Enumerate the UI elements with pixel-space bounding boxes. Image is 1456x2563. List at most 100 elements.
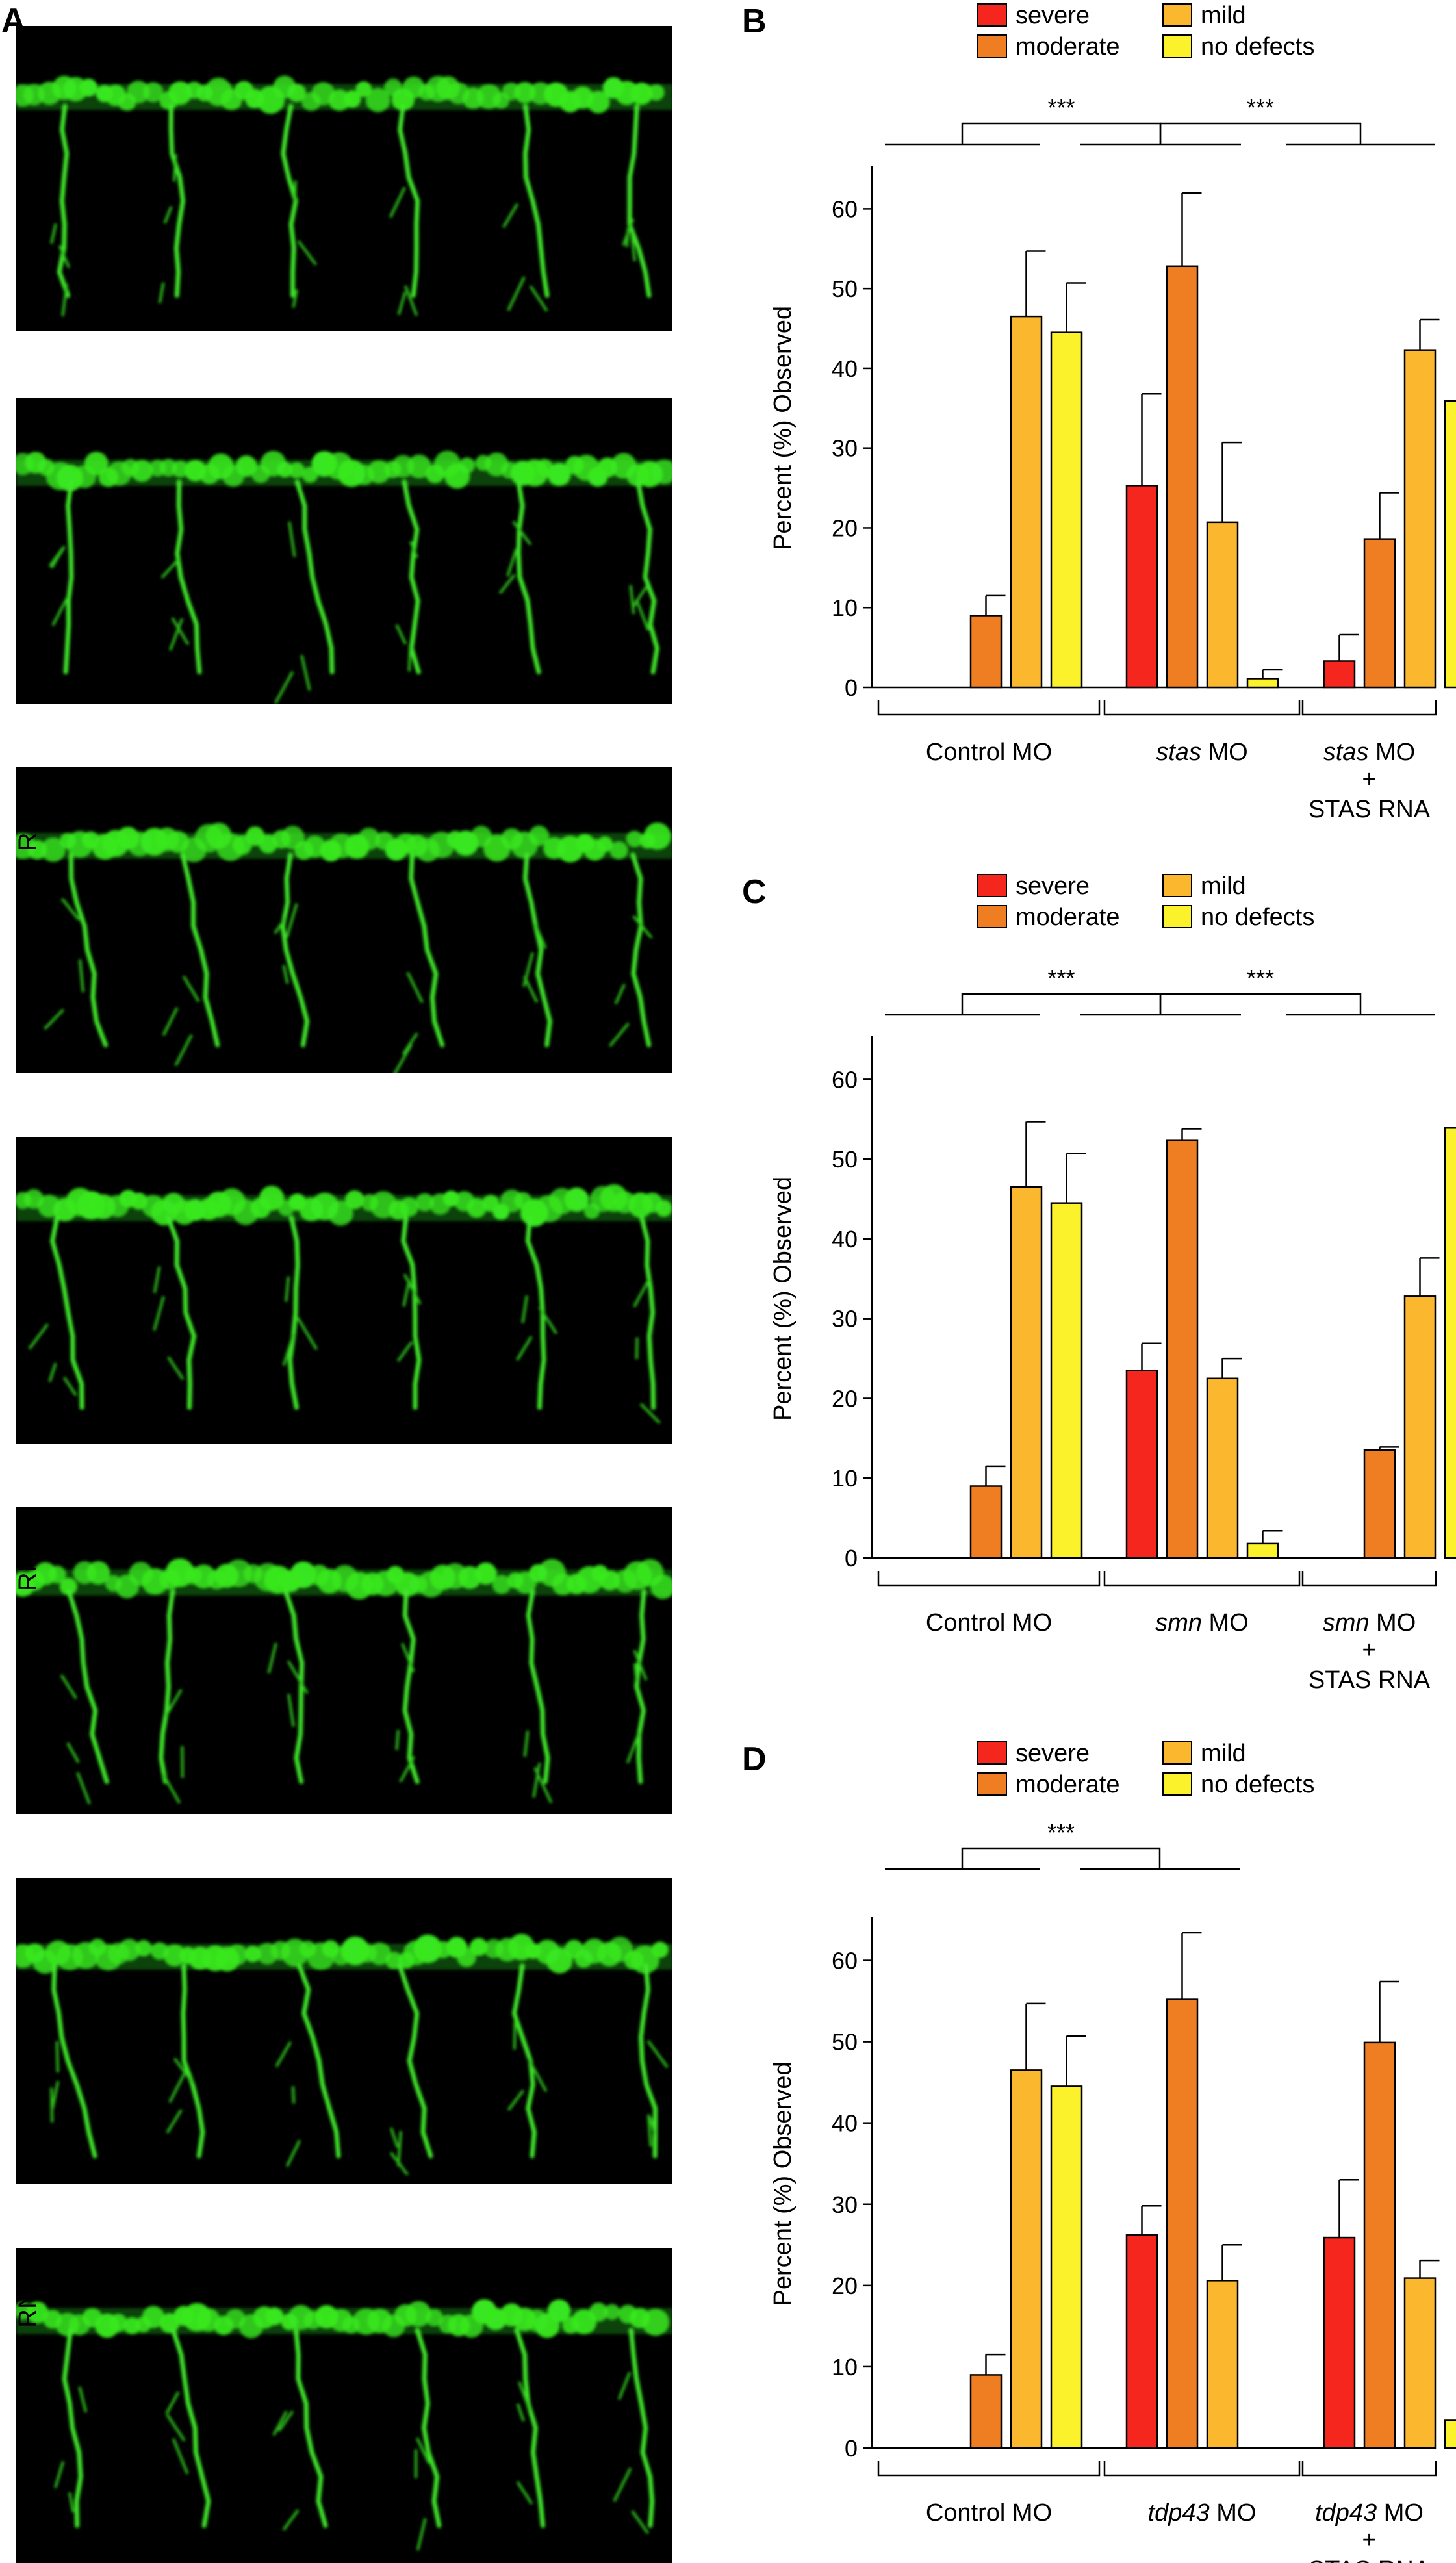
group-bracket [1301,700,1437,716]
legend-swatch [977,34,1007,58]
y-tick-label: 20 [832,2273,858,2299]
cell-body [143,82,164,103]
bar-mild [1206,1377,1239,1559]
group-label-text: MO [1202,1609,1249,1637]
legend-label: moderate [1015,1771,1120,1798]
group-label-italic: stas [1323,739,1369,766]
row-label-italic: stas [13,995,42,1044]
significance-bracket [1159,993,1362,1015]
group-label-italic: tdp43 [1148,2499,1210,2527]
bar-moderate [1363,538,1396,689]
axon-branch [55,2041,59,2072]
motor-axon [397,1963,433,2158]
axon-branch [54,2461,65,2488]
axon-branch [50,2087,54,2123]
group-label: Control MO [926,1609,1052,1637]
cell-body [109,2314,127,2332]
bar-moderate [969,615,1003,689]
legend-label: severe [1015,1740,1090,1767]
y-tick-label: 60 [832,1066,858,1093]
axon-branch [162,1773,181,1804]
axon-branch [533,1767,553,1804]
legend-swatch [1162,34,1192,58]
motor-axon [398,103,420,298]
axon-branch [512,520,532,546]
panel-letter: B [742,3,767,40]
motor-axon [514,2328,545,2528]
axon-branch [282,1333,295,1366]
motor-axon [62,2328,83,2528]
group-bracket [1301,2461,1437,2477]
axon-branch [502,203,519,229]
cell-body [163,1944,186,1967]
group-label: tdp43 MO [1148,2499,1257,2527]
axon-branch [609,1022,630,1047]
neurons [16,75,672,316]
y-tick-label: 0 [845,1545,858,1572]
axon-branch [288,521,296,557]
axon-branch [62,1376,77,1396]
y-axis-label: Percent (%) Observed [769,306,797,550]
bar-severe [1125,1370,1158,1559]
group-label-text: Control MO [926,2499,1052,2527]
bar-moderate [1166,1139,1199,1559]
cell-body [529,825,550,846]
axon-branch [403,1273,422,1305]
cell-body [343,90,361,108]
bar-no-defects [1246,678,1279,689]
neurons [16,2299,672,2551]
micrograph-image [16,26,672,331]
axon-branch [162,1007,179,1036]
group-bracket [1301,1571,1437,1587]
significance-bracket [961,1847,1161,1869]
bar-mild [1206,2280,1239,2449]
motor-axon [293,2328,328,2528]
bar-moderate [1166,265,1199,689]
y-axis-label: Percent (%) Observed [769,1177,797,1421]
legend-label: no defects [1201,904,1314,931]
motor-axon [627,103,652,298]
group-label-sub: STAS RNA [1309,796,1431,823]
cell-body [84,452,109,476]
axon-branch [518,2381,531,2412]
row-label-control-mo: Control MO [5,26,51,331]
axon-branch [523,975,539,1003]
y-tick-label: 20 [832,1385,858,1412]
cell-body [60,1577,77,1596]
axon-branch [416,2437,431,2464]
cell-body [168,81,192,105]
significance-label: *** [1047,965,1075,991]
micrograph-image [16,2248,672,2563]
axon-branch [160,558,180,579]
axon-branch [166,2414,186,2442]
cell-body [79,78,98,97]
cell-body [630,83,653,105]
axon-branch [165,2391,180,2415]
legend-swatch [1162,905,1192,928]
cell-body [277,461,293,478]
axon-branch [285,2139,301,2167]
motor-axon [639,1215,656,1410]
bar-moderate [969,1485,1003,1559]
axon-branch [287,1660,309,1694]
background [16,26,672,331]
row-label-italic: tdp43 [13,2019,42,2085]
axon-branch [48,547,64,567]
axon-branch [402,1032,418,1055]
cell-body [547,2299,571,2323]
axon-branch [617,2371,632,2400]
micrograph-tdp43-mo [16,1878,672,2184]
axon-branch [267,1642,277,1674]
axon-branch [60,1674,77,1700]
cell-body [652,1941,669,1958]
bar-severe [1125,485,1158,689]
group-label-italic: smn [1155,1609,1202,1637]
axon-branch [285,1276,290,1302]
bar-mild [1403,349,1437,689]
micrograph-image [16,1507,672,1814]
cell-body [224,1559,253,1587]
motor-axon [415,2328,442,2528]
bar-mild [1010,2069,1043,2449]
cell-body [474,1562,497,1585]
